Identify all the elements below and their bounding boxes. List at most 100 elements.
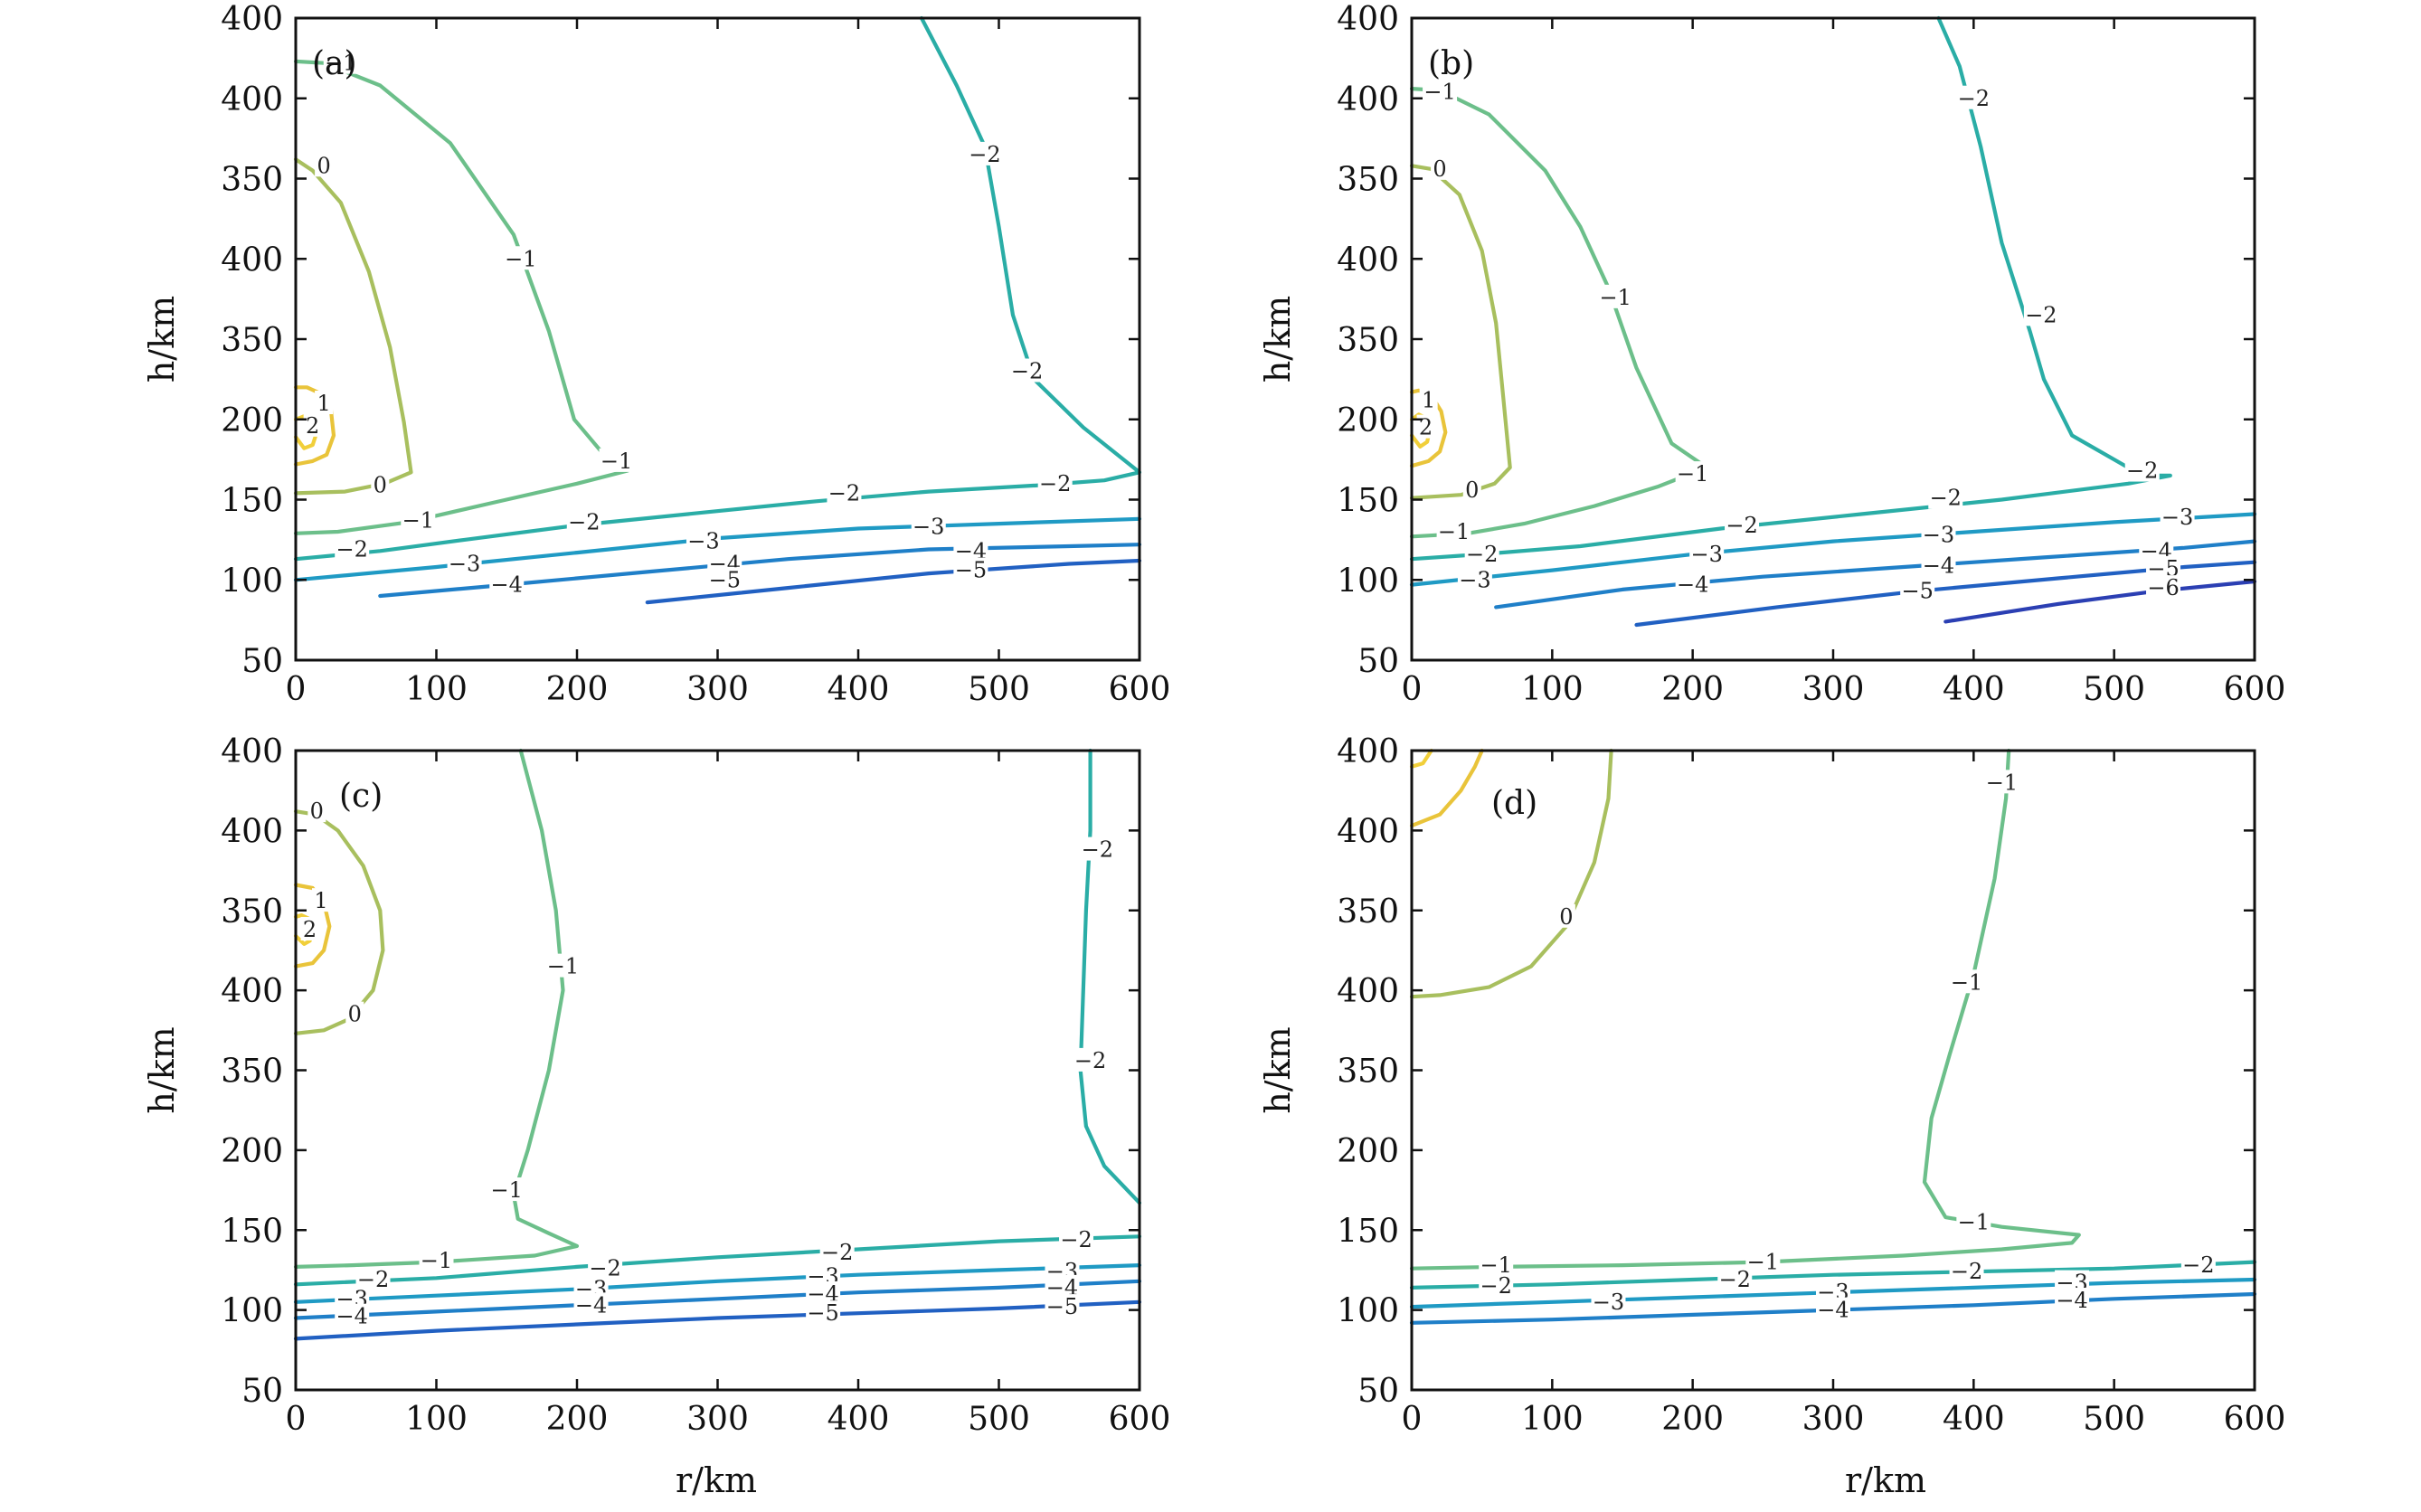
x-tick-label: 400	[827, 1401, 890, 1438]
contour-label-bg	[1725, 512, 1760, 536]
contour-label-bg	[1949, 969, 1984, 994]
contour-label-bg	[1457, 567, 1492, 591]
contour-label: −1	[505, 246, 536, 271]
y-tick-label: 200	[221, 402, 283, 439]
contour-label: −5	[807, 1300, 838, 1326]
y-tick-label: 150	[221, 483, 283, 520]
contour-label: 0	[348, 1002, 362, 1027]
x-tick-label: 500	[968, 671, 1030, 708]
plot-frame	[1410, 16, 2256, 662]
contour-label-bg	[447, 551, 482, 575]
contour-label: −6	[2147, 575, 2179, 600]
contour-label-bg	[2146, 575, 2181, 600]
contour-label-bg	[315, 153, 334, 177]
y-tick-label: 400	[1337, 973, 1399, 1010]
contour-label-bg	[489, 572, 525, 596]
contour-line-level-neg5	[645, 558, 1142, 605]
contour-label-bg	[1423, 79, 1458, 103]
y-tick-label: 50	[241, 643, 283, 680]
x-tick-label: 500	[2083, 671, 2145, 708]
contour-line-level-0	[1409, 164, 1512, 500]
contour-label-bg	[545, 953, 581, 978]
contour-label: −2	[1958, 86, 1990, 111]
x-ticks: 0 100 200 300 400 500 600	[286, 751, 1171, 1438]
x-tick-label: 300	[1802, 671, 1865, 708]
y-tick-label: 350	[221, 322, 283, 359]
contour-label-bg	[1921, 522, 1956, 546]
contour-label: −1	[1951, 969, 1982, 995]
contour-label: −2	[1060, 1227, 1092, 1252]
x-tick-label: 400	[827, 671, 890, 708]
contour-label-bg	[1556, 903, 1575, 928]
x-ticks: 0 100 200 300 400 500 600	[1402, 751, 2285, 1438]
contour-label: −2	[1011, 359, 1043, 384]
contour-line-level-neg6	[1943, 579, 2257, 624]
contour-line-level-0	[293, 157, 413, 496]
y-tick-label: 100	[1337, 1293, 1399, 1330]
contour-label: −2	[1039, 471, 1071, 496]
x-tick-label: 300	[1802, 1401, 1865, 1438]
contour-label-bg	[1675, 572, 1710, 596]
panel-label: (d)	[1491, 785, 1537, 822]
x-tick-label: 600	[2224, 671, 2286, 708]
panel-b: 2100−1−1−1−1−2−2−2−2−2−2−3−3−3−3−4−4−4−5…	[1258, 1, 2285, 708]
contour-label-bg	[2124, 458, 2160, 482]
plot-frame	[294, 749, 1141, 1392]
contour-label: −2	[828, 480, 860, 506]
contour-label: −2	[1930, 486, 1962, 511]
y-tick-label: 400	[221, 813, 283, 850]
contour-label-bg	[1984, 770, 2019, 794]
contour-label-bg	[503, 246, 538, 270]
x-tick-label: 200	[546, 1401, 609, 1438]
contour-label: 2	[1419, 415, 1433, 440]
contour-label: −1	[1747, 1250, 1779, 1275]
x-tick-label: 200	[1661, 1401, 1724, 1438]
y-tick-label: 400	[221, 81, 283, 118]
y-tick-label: 100	[221, 562, 283, 600]
contour-label: −4	[2056, 1288, 2087, 1313]
contour-line-level-neg3	[1409, 512, 2257, 587]
contour-label-bg	[1059, 1226, 1094, 1251]
y-tick-label: 100	[1337, 562, 1399, 600]
contour-label-bg	[2055, 1288, 2090, 1312]
contour-label: −1	[1986, 770, 2018, 795]
contour-label-bg	[1717, 1267, 1753, 1291]
contour-label-bg	[1436, 519, 1471, 543]
contour-label: 0	[1559, 904, 1573, 930]
contour-label: −1	[1600, 285, 1631, 310]
contour-line-level-neg4	[1494, 539, 2257, 610]
x-tick-label: 600	[1109, 1401, 1171, 1438]
x-ticks: 0 100 200 300 400 500 600	[286, 18, 1170, 708]
contour-label-bg	[1416, 414, 1435, 439]
contour-label-bg	[806, 1300, 841, 1325]
y-tick-label: 50	[241, 1373, 283, 1410]
y-tick-label-top: 400	[221, 1, 283, 38]
panel-label: (c)	[339, 778, 383, 815]
contour-label-bg	[307, 799, 326, 823]
contour-label-bg	[1928, 485, 1963, 509]
y-tick-label-top: 400	[1337, 733, 1399, 770]
contour-label: −2	[821, 1240, 853, 1265]
y-tick-label: 350	[1337, 322, 1399, 359]
contour-label: −1	[601, 449, 632, 474]
contour-label-bg	[1431, 156, 1450, 180]
contour-label-bg	[335, 536, 370, 561]
contour-label-bg	[1675, 461, 1710, 486]
contour-label-bg	[1037, 470, 1073, 495]
contour-label-bg	[819, 1239, 855, 1263]
contour-line-level-neg1	[1409, 87, 1709, 539]
contour-line-level-1	[293, 883, 332, 969]
panel-label: (b)	[1428, 45, 1474, 82]
x-tick-label: 100	[1521, 671, 1584, 708]
contour-label: 1	[314, 888, 327, 913]
contour-label: −4	[491, 572, 523, 598]
contour-line-level-neg2	[1078, 748, 1142, 1205]
y-axis-title: h/km	[1258, 296, 1298, 383]
contour-line-level-neg1	[293, 748, 580, 1269]
